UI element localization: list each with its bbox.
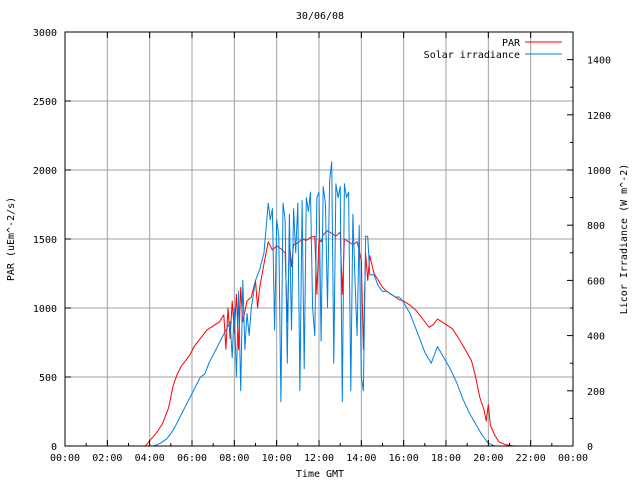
y2-tick-label: 200	[587, 387, 605, 398]
x-tick-label: 16:00	[389, 453, 419, 464]
x-tick-label: 10:00	[262, 453, 292, 464]
y-tick-label: 1000	[33, 304, 57, 315]
series-line-par	[65, 230, 573, 447]
x-tick-label: 00:00	[558, 453, 588, 464]
series-line-solar-irradiance	[65, 161, 573, 447]
x-tick-label: 00:00	[50, 453, 80, 464]
y-axis-label: PAR (uEm^-2/s)	[6, 197, 17, 281]
axis-ticks	[64, 31, 574, 447]
x-tick-label: 22:00	[516, 453, 546, 464]
y2-axis-label: Licor Irradiance (W m^-2)	[619, 164, 630, 315]
x-axis-label: Time GMT	[296, 469, 344, 480]
x-tick-label: 06:00	[177, 453, 207, 464]
y-tick-label: 2500	[33, 97, 57, 108]
y-tick-label: 2000	[33, 166, 57, 177]
plot-series	[65, 161, 573, 447]
x-tick-label: 04:00	[135, 453, 165, 464]
chart-title: 30/06/08	[296, 11, 344, 22]
y-tick-label: 1500	[33, 235, 57, 246]
y-tick-label: 500	[39, 373, 57, 384]
y-tick-label: 0	[51, 442, 57, 453]
legend: PAR Solar irradiance	[424, 38, 562, 61]
y2-tick-label: 400	[587, 332, 605, 343]
x-tick-label: 02:00	[92, 453, 122, 464]
x-tick-label: 08:00	[219, 453, 249, 464]
x-tick-label: 12:00	[304, 453, 334, 464]
legend-label-solar-irradiance: Solar irradiance	[424, 50, 520, 61]
y2-tick-label: 1400	[587, 56, 611, 67]
y2-tick-label: 600	[587, 276, 605, 287]
y2-tick-label: 800	[587, 221, 605, 232]
legend-label-par: PAR	[502, 38, 521, 49]
y-tick-label: 3000	[33, 28, 57, 39]
y2-tick-label: 1000	[587, 166, 611, 177]
y2-tick-label: 1200	[587, 111, 611, 122]
x-tick-label: 14:00	[346, 453, 376, 464]
x-tick-label: 20:00	[473, 453, 503, 464]
y2-tick-label: 0	[587, 442, 593, 453]
axis-tick-labels: 00:00 02:00 04:00 06:00 08:00 10:00 12:00 14:00…	[33, 28, 611, 464]
x-tick-label: 18:00	[431, 453, 461, 464]
